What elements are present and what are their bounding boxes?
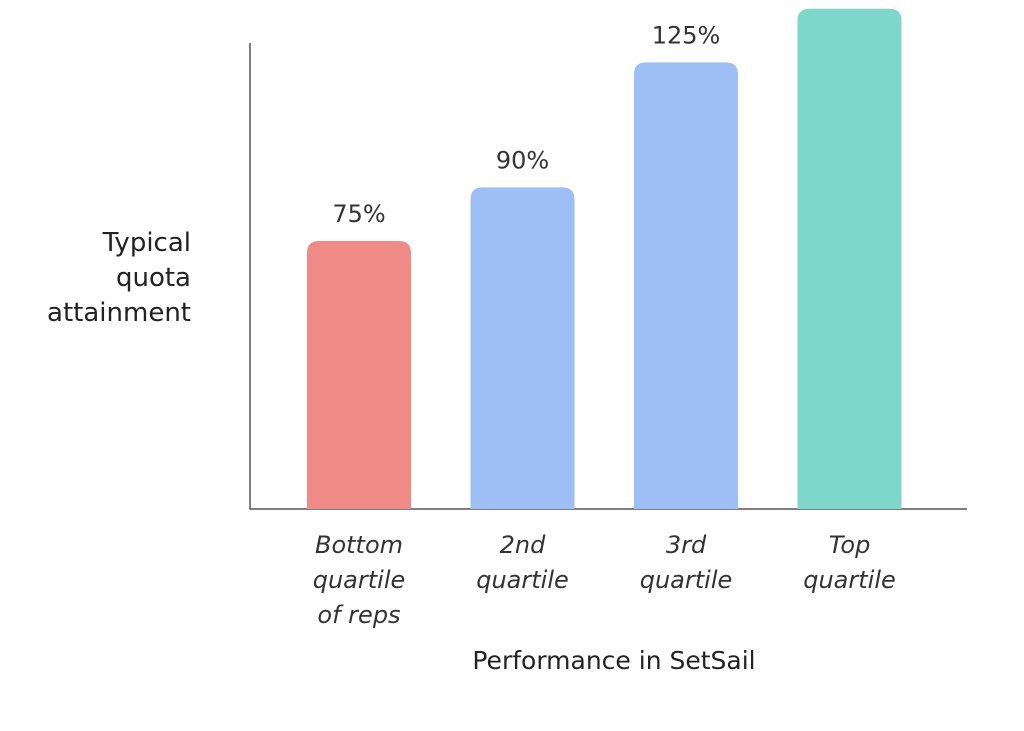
bar-3	[634, 62, 738, 509]
category-labels-group: Bottom quartile of reps 2nd quartile 3rd quart…	[313, 531, 896, 629]
category-label-3: quartile	[640, 566, 733, 594]
category-label-1: of reps	[317, 601, 400, 629]
category-label-1: Bottom	[315, 531, 403, 559]
bar-4	[797, 8, 902, 509]
y-axis-label-line: quota	[116, 263, 191, 293]
value-labels-group: 75%90%125%140%	[332, 21, 721, 228]
category-label-4: quartile	[803, 566, 896, 594]
category-label-1: quartile	[313, 566, 406, 594]
x-axis-label: Performance in SetSail	[472, 646, 755, 675]
y-axis-label-line: Typical	[102, 228, 191, 258]
bars-group	[307, 8, 902, 509]
value-label-1: 75%	[332, 200, 385, 228]
category-label-2: quartile	[476, 566, 569, 594]
y-axis-label: Typical quota attainment	[47, 228, 191, 328]
category-label-4: Top	[829, 531, 871, 559]
value-label-3: 125%	[652, 21, 721, 49]
bar-2	[470, 187, 575, 509]
value-label-2: 90%	[496, 146, 549, 174]
category-label-3: 3rd	[666, 531, 707, 559]
y-axis-label-line: attainment	[47, 298, 191, 328]
bar-1	[307, 241, 411, 509]
category-label-2: 2nd	[500, 531, 546, 559]
